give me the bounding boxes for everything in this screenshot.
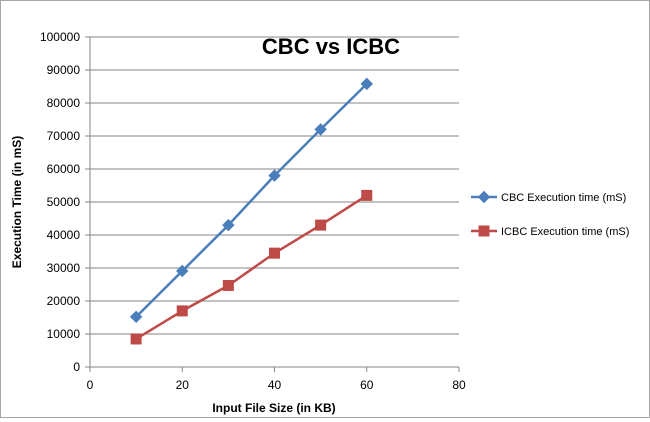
- y-tick-label: 30000: [47, 261, 81, 275]
- y-tick-label: 80000: [47, 96, 81, 110]
- data-point-series-1: [222, 218, 235, 232]
- x-tick-label: 80: [452, 378, 466, 392]
- data-point-series-2: [130, 333, 142, 345]
- series-line-2: [135, 194, 368, 341]
- tick-labels: 0 10000 20000 30000 40000 50000 60000 70000 8000…: [40, 30, 466, 392]
- y-tick-label: 0: [73, 360, 80, 374]
- y-tick-label: 100000: [40, 30, 80, 44]
- x-tick-label: 0: [87, 378, 94, 392]
- y-tick-label: 10000: [47, 327, 81, 341]
- legend-marker-2: [478, 225, 490, 237]
- data-point-series-2: [176, 305, 188, 317]
- data-point-series-2: [361, 189, 373, 201]
- x-tick-label: 60: [360, 378, 374, 392]
- y-tick-label: 70000: [47, 129, 81, 143]
- data-point-series-1: [176, 264, 189, 278]
- data-point-series-2: [222, 279, 234, 291]
- axes-layer: [85, 36, 460, 372]
- legend-marker-1: [477, 190, 491, 204]
- legend-label-2: ICBC Execution time (mS): [501, 226, 629, 238]
- y-tick-label: 60000: [47, 162, 81, 176]
- data-point-series-1: [314, 123, 327, 136]
- data-point-series-1: [129, 310, 143, 324]
- data-point-series-2: [269, 247, 280, 259]
- grid-layer: [90, 36, 459, 335]
- data-point-series-2: [315, 219, 327, 231]
- y-tick-label: 20000: [47, 294, 81, 308]
- y-tick-label: 50000: [47, 195, 81, 209]
- series-layer: [129, 77, 373, 345]
- legend-label-1: CBC Execution time (mS): [501, 192, 626, 204]
- x-tick-label: 20: [176, 378, 190, 392]
- y-tick-label: 40000: [47, 228, 81, 242]
- x-axis-label: Input File Size (in KB): [212, 401, 335, 415]
- y-axis-label: Execution Time (in mS): [10, 136, 24, 268]
- x-tick-label: 40: [268, 378, 282, 392]
- legend: CBC Execution time (mS) ICBC Execution ti…: [471, 190, 629, 238]
- y-tick-label: 90000: [47, 63, 81, 77]
- chart-title: CBC vs ICBC: [262, 34, 400, 59]
- series-line-1: [135, 82, 368, 318]
- data-point-series-1: [360, 77, 373, 91]
- data-point-series-1: [268, 169, 281, 182]
